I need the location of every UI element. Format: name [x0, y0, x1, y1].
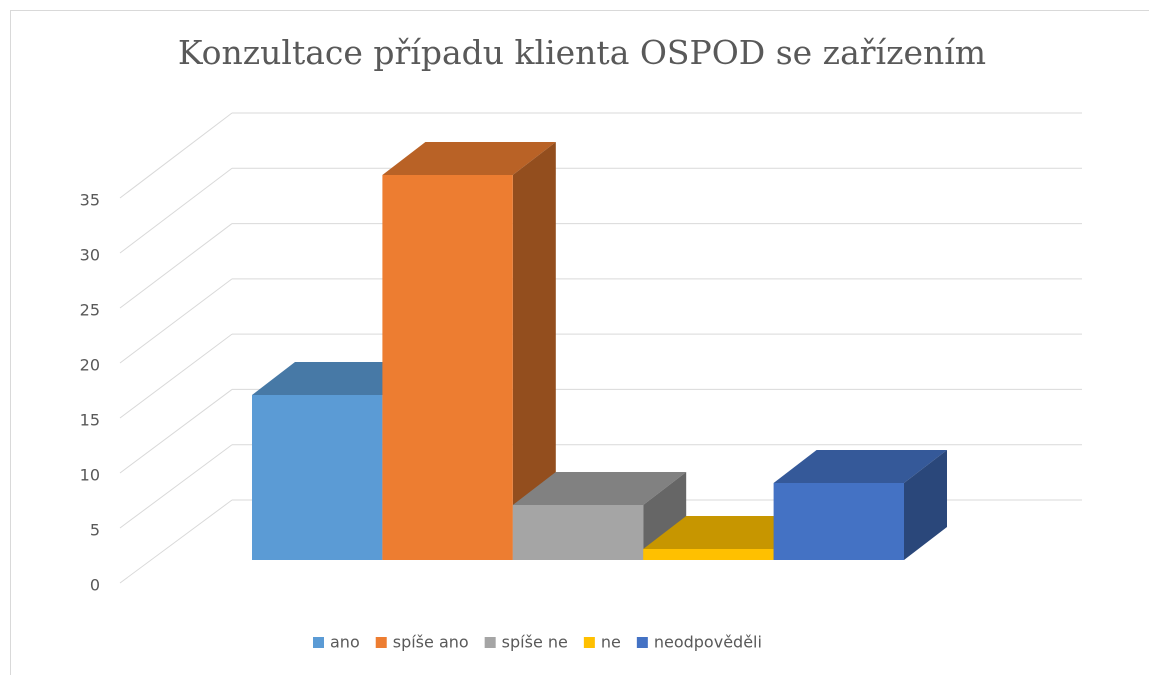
bar-side: [904, 450, 947, 560]
legend-label: ano: [330, 633, 360, 652]
legend-swatch: [375, 637, 387, 648]
bar: [512, 505, 644, 560]
y-tick-label: 20: [80, 356, 100, 375]
grid-line: [119, 167, 233, 254]
bar-top: [252, 362, 426, 395]
y-tick-label: 30: [80, 246, 100, 265]
y-tick-label: 25: [80, 301, 100, 320]
legend-swatch: [636, 637, 648, 648]
grid-line: [119, 389, 233, 474]
grid-line: [119, 223, 233, 309]
legend-label: neodpověděli: [654, 633, 762, 652]
y-tick-label: 35: [80, 191, 100, 210]
y-tick-label: 5: [90, 521, 100, 540]
bar-top: [643, 516, 817, 549]
chart-frame: [10, 10, 1149, 675]
bar-top: [382, 142, 556, 175]
grid-line: [119, 499, 233, 584]
legend-swatch: [484, 637, 496, 648]
y-tick-label: 15: [80, 411, 100, 430]
legend-swatch: [583, 637, 595, 648]
chart-title: Konzultace případu klienta OSPOD se zaří…: [178, 33, 986, 72]
grid-line: [119, 444, 233, 529]
legend-label: ne: [601, 633, 621, 652]
y-tick-label: 0: [90, 576, 100, 595]
legend-swatch: [313, 637, 324, 648]
bar-top: [512, 472, 687, 505]
grid-line: [119, 112, 233, 199]
y-tick-label: 10: [80, 466, 100, 485]
legend-label: spíše ano: [393, 633, 469, 652]
grid-line: [119, 278, 233, 364]
bar: [773, 483, 904, 560]
grid-line: [119, 333, 233, 419]
bar: [643, 549, 774, 560]
bar-top: [773, 450, 947, 483]
bar-side: [643, 472, 687, 560]
legend-label: spíše ne: [502, 633, 568, 652]
bar: [252, 395, 383, 560]
bar: [382, 175, 513, 560]
bar-side: [512, 142, 556, 560]
